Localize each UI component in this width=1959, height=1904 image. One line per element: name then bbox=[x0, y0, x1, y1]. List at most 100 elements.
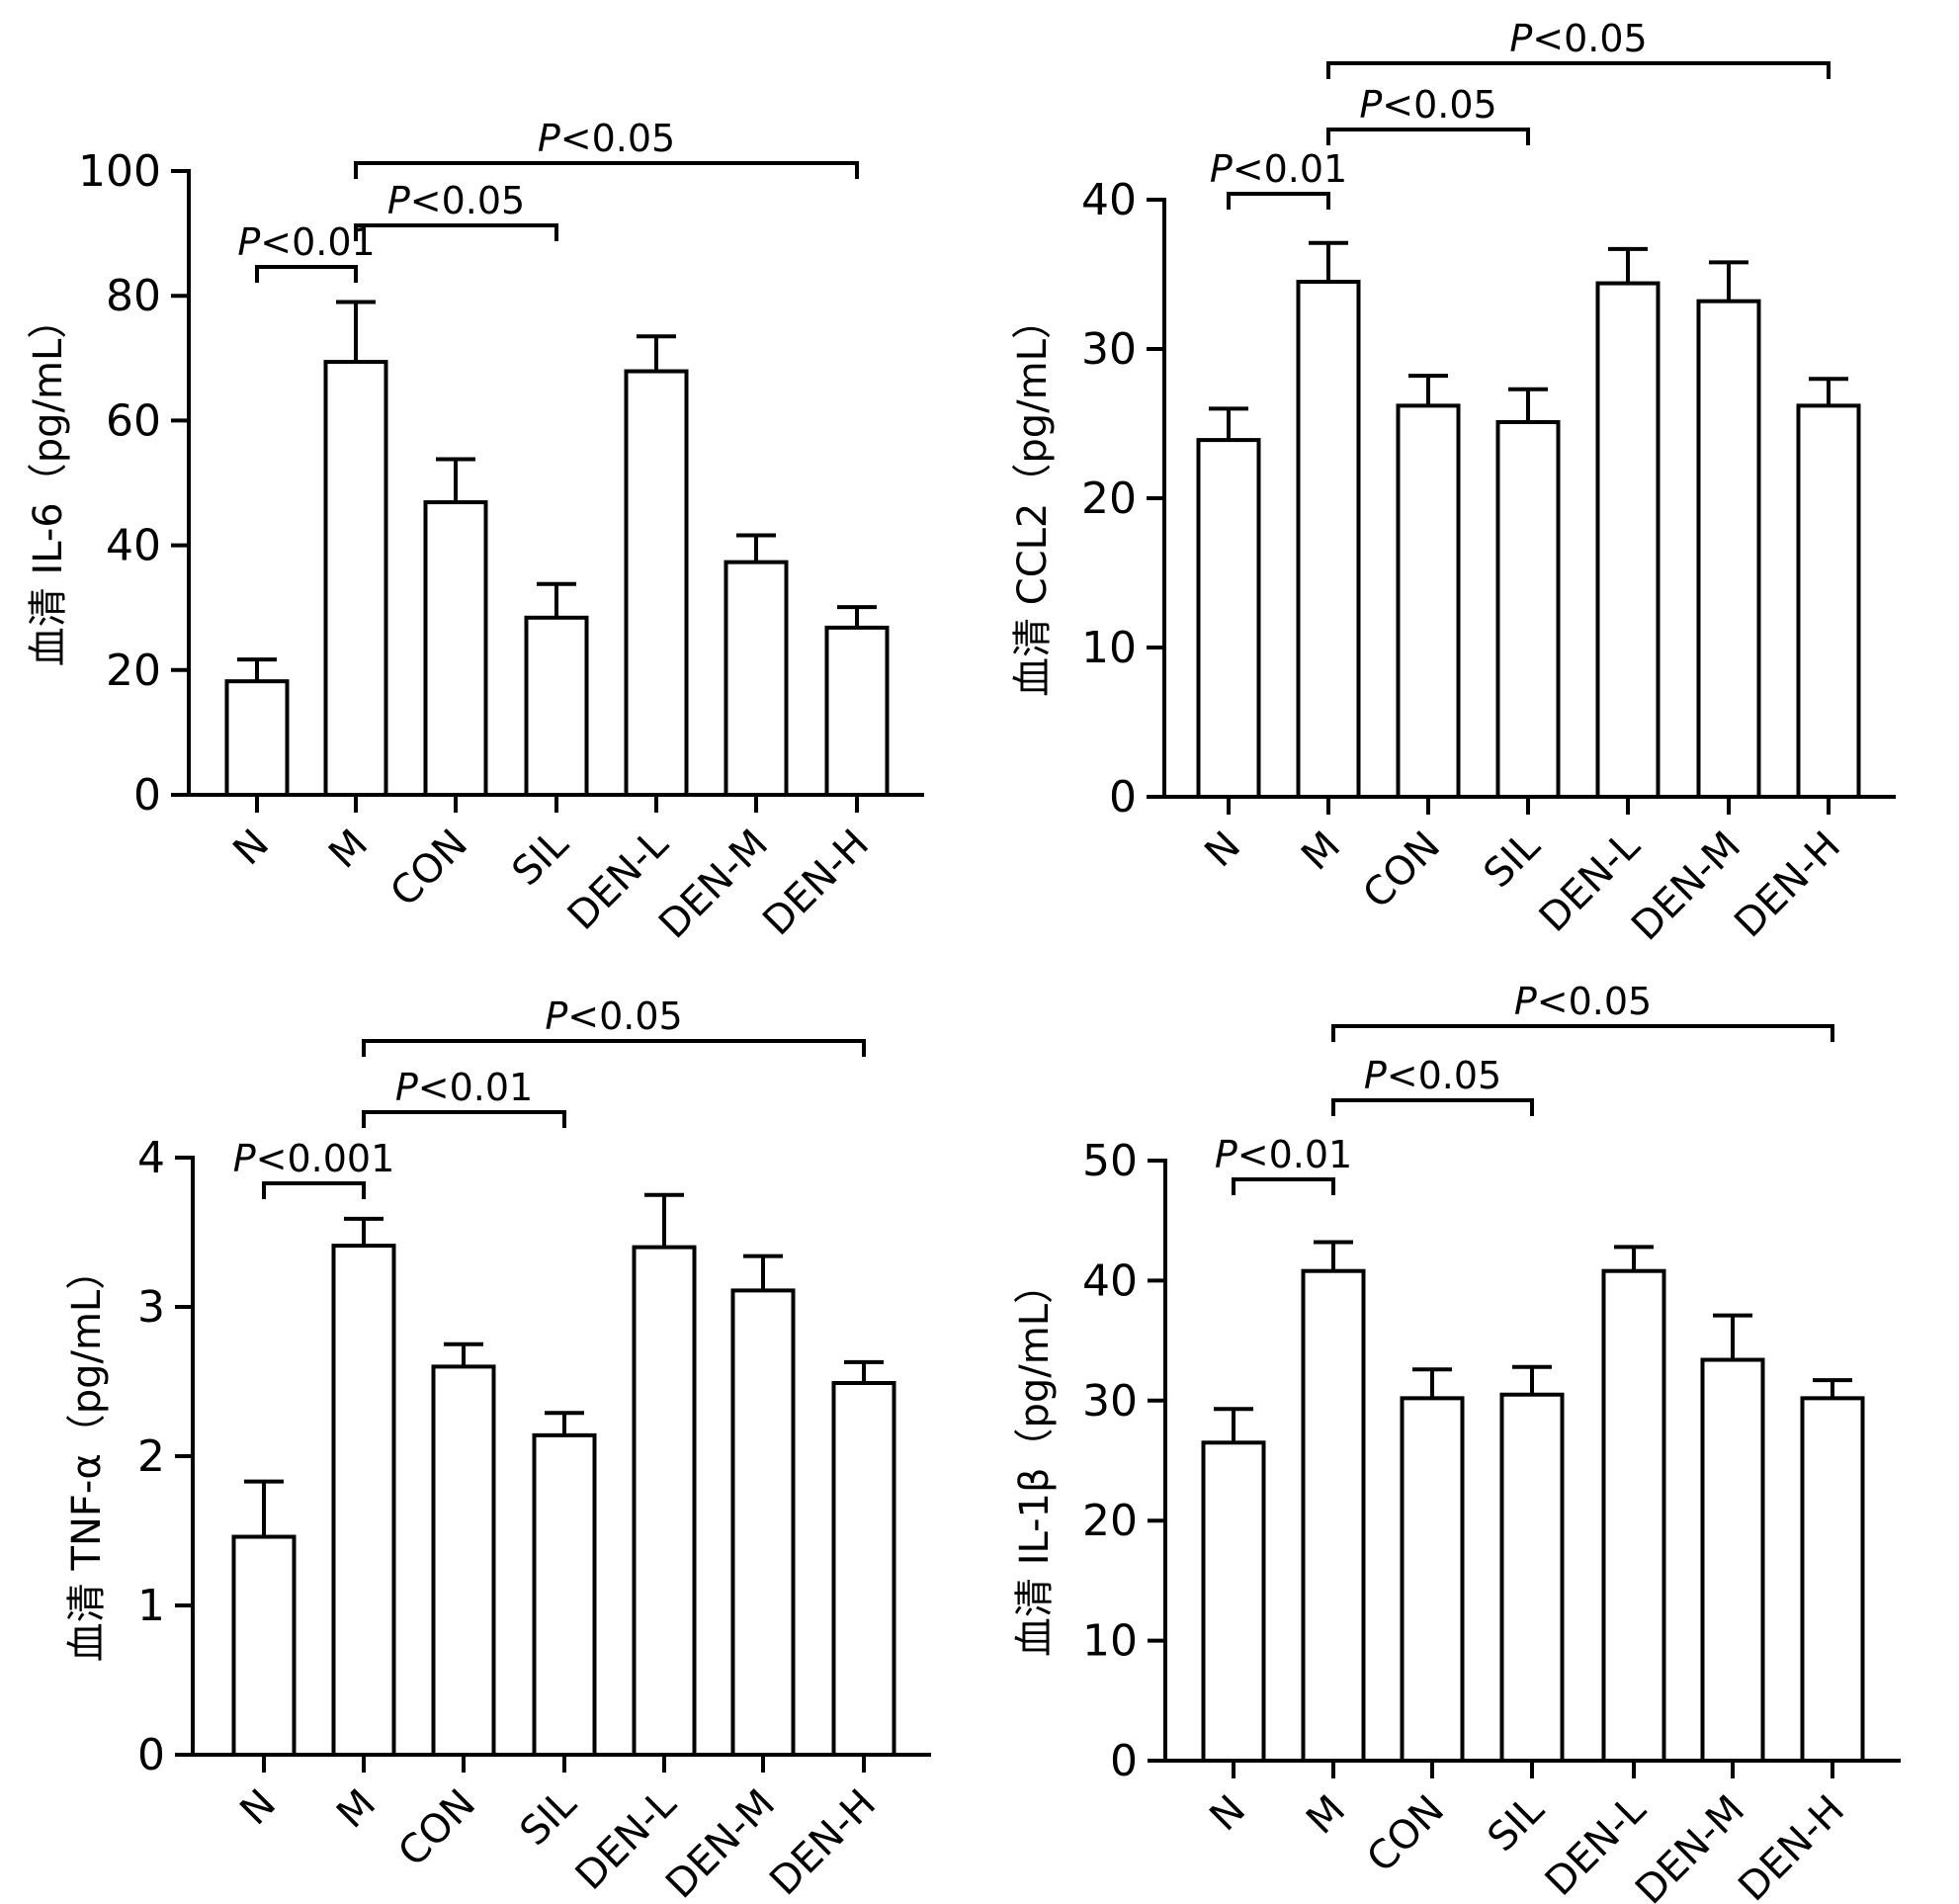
p-threshold: <0.05 bbox=[567, 995, 682, 1038]
p-value-label: P<0.01 bbox=[1210, 147, 1347, 191]
x-tick-label: DEN-H bbox=[1726, 823, 1849, 947]
bracket-line bbox=[1232, 1177, 1335, 1195]
bar-den-h bbox=[1800, 1396, 1865, 1763]
significance-bracket: P<0.05 bbox=[354, 117, 859, 179]
p-value-label: P<0.05 bbox=[1359, 83, 1496, 127]
bracket-line bbox=[1331, 1098, 1534, 1116]
p-value-label: P<0.01 bbox=[1215, 1133, 1352, 1176]
bar-con bbox=[1400, 1396, 1465, 1763]
bar-con bbox=[431, 1364, 496, 1758]
y-tick-label: 40 bbox=[106, 521, 161, 571]
x-tick-label: DEN-H bbox=[754, 822, 878, 945]
y-tick-label: 40 bbox=[1082, 1255, 1138, 1306]
y-tick-label: 4 bbox=[137, 1133, 165, 1183]
y-tick-label: 20 bbox=[1082, 1496, 1138, 1546]
bar-den-h bbox=[1796, 403, 1861, 799]
y-tick-label: 10 bbox=[1081, 623, 1137, 673]
x-tick-label: SIL bbox=[503, 821, 577, 895]
p-threshold: <0.01 bbox=[418, 1066, 533, 1109]
p-value-label: P<0.05 bbox=[387, 179, 525, 222]
y-tick-label: 30 bbox=[1081, 324, 1137, 375]
x-tick-label: N bbox=[1201, 1787, 1254, 1841]
y-tick-label: 0 bbox=[1110, 1736, 1138, 1786]
bar-n bbox=[224, 679, 290, 798]
bracket-line bbox=[354, 223, 558, 241]
x-tick-label: DEN-M bbox=[657, 1781, 784, 1904]
bracket-line bbox=[354, 161, 859, 179]
bar-n bbox=[231, 1534, 297, 1758]
y-tick-label: 80 bbox=[106, 271, 161, 321]
bar-den-l bbox=[1601, 1268, 1666, 1763]
y-tick-label: 0 bbox=[133, 770, 161, 821]
p-italic: P bbox=[1210, 147, 1233, 191]
bar-con bbox=[423, 500, 488, 797]
bracket-line bbox=[362, 1039, 866, 1057]
x-tick-label: SIL bbox=[1479, 1786, 1553, 1861]
p-threshold: <0.05 bbox=[1537, 980, 1652, 1023]
x-tick-label: DEN-M bbox=[650, 822, 777, 948]
significance-bracket: P<0.05 bbox=[354, 179, 558, 241]
bar-den-h bbox=[831, 1381, 896, 1757]
x-tick-label: N bbox=[224, 822, 278, 875]
p-italic: P bbox=[387, 179, 410, 222]
y-tick-label: 60 bbox=[106, 395, 161, 446]
p-italic: P bbox=[233, 1137, 256, 1180]
bar-m bbox=[331, 1244, 396, 1757]
y-tick-label: 2 bbox=[137, 1431, 165, 1482]
y-axis-label: 血清 IL-6（pg/mL） bbox=[26, 300, 71, 666]
x-tick-label: DEN-H bbox=[761, 1781, 885, 1904]
significance-bracket: P<0.05 bbox=[362, 995, 866, 1057]
p-italic: P bbox=[545, 995, 567, 1038]
bar-sil bbox=[532, 1432, 597, 1757]
bracket-line bbox=[1326, 61, 1831, 79]
p-value-label: P<0.001 bbox=[233, 1137, 395, 1180]
y-tick-label: 20 bbox=[1081, 474, 1137, 524]
y-tick-label: 0 bbox=[137, 1730, 165, 1780]
bracket-line bbox=[1326, 128, 1530, 145]
p-value-label: P<0.05 bbox=[1509, 17, 1647, 60]
x-tick-label: M bbox=[1298, 1787, 1354, 1844]
bracket-line bbox=[255, 265, 358, 283]
bar-den-h bbox=[824, 625, 890, 798]
bar-den-m bbox=[724, 560, 789, 798]
x-tick-label: SIL bbox=[511, 1780, 585, 1855]
bracket-line bbox=[1227, 192, 1330, 210]
bar-sil bbox=[1499, 1392, 1565, 1763]
y-tick-label: 3 bbox=[137, 1282, 165, 1333]
p-italic: P bbox=[1359, 83, 1382, 127]
x-tick-label: N bbox=[231, 1781, 285, 1835]
p-value-label: P<0.01 bbox=[395, 1066, 533, 1109]
p-italic: P bbox=[395, 1066, 418, 1109]
bracket-line bbox=[262, 1181, 366, 1199]
x-tick-label: SIL bbox=[1475, 822, 1549, 897]
x-tick-label: M bbox=[320, 822, 377, 878]
significance-bracket: P<0.05 bbox=[1331, 1054, 1534, 1116]
x-tick-label: M bbox=[328, 1781, 384, 1838]
p-value-label: P<0.05 bbox=[545, 995, 682, 1038]
y-axis-label: 血清 TNF-α（pg/mL） bbox=[64, 1251, 110, 1662]
p-italic: P bbox=[1509, 17, 1532, 60]
x-tick-label: CON bbox=[1354, 823, 1449, 918]
x-tick-label: CON bbox=[1358, 1787, 1453, 1882]
bar-den-l bbox=[1595, 281, 1661, 799]
bracket-line bbox=[1331, 1024, 1834, 1042]
x-tick-label: DEN-M bbox=[1623, 823, 1749, 950]
p-threshold: <0.001 bbox=[256, 1137, 395, 1180]
x-tick-label: M bbox=[1293, 823, 1349, 880]
x-tick-label: CON bbox=[389, 1781, 484, 1876]
y-tick-label: 50 bbox=[1082, 1136, 1138, 1186]
p-threshold: <0.05 bbox=[1387, 1054, 1501, 1097]
p-threshold: <0.05 bbox=[1382, 83, 1496, 127]
p-value-label: P<0.05 bbox=[538, 117, 675, 160]
bar-m bbox=[1301, 1268, 1366, 1763]
p-italic: P bbox=[237, 220, 260, 264]
x-tick-label: CON bbox=[382, 822, 476, 916]
significance-bracket: P<0.01 bbox=[1215, 1133, 1352, 1195]
significance-bracket: P<0.05 bbox=[1326, 17, 1831, 79]
y-axis-label: 血清 CCL2（pg/mL） bbox=[1010, 300, 1056, 697]
x-tick-label: DEN-H bbox=[1730, 1787, 1853, 1904]
